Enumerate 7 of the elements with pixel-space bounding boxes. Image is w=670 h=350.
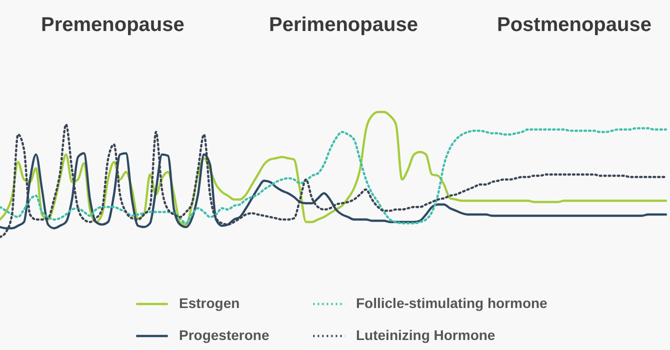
text: Perimenopause — [269, 14, 418, 37]
legend-label: Luteinizing Hormone — [356, 327, 496, 343]
text: Postmenopause — [497, 14, 652, 37]
legend-label: Follicle-stimulating hormone — [356, 295, 548, 311]
text: Premenopause — [41, 14, 184, 37]
legend-label: Estrogen — [179, 295, 240, 311]
legend-label: Progesterone — [179, 327, 270, 343]
